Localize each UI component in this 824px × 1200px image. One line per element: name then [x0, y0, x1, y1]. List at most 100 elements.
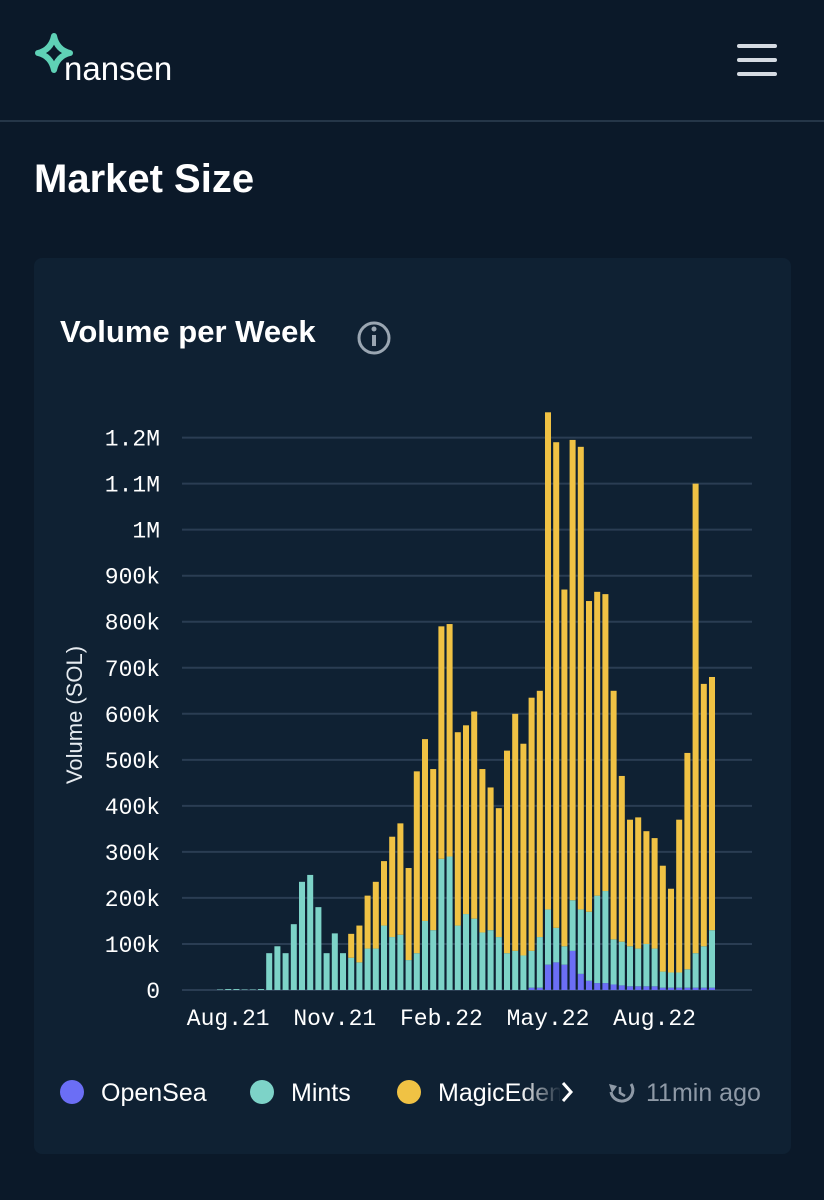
bar-segment	[356, 962, 363, 990]
bar-segment	[709, 930, 715, 988]
bar-segment	[651, 986, 658, 990]
bar-segment	[635, 986, 642, 990]
bar-segment	[364, 895, 371, 949]
bar-segment	[389, 836, 396, 938]
bar-segment	[676, 987, 683, 990]
bar-segment	[274, 946, 281, 990]
bar-segment	[635, 948, 642, 987]
bar-segment	[561, 946, 568, 965]
bar-segment	[577, 973, 584, 990]
bar-segment	[266, 953, 273, 990]
legend-next[interactable]	[561, 1082, 574, 1102]
bar-segment	[348, 957, 355, 990]
bar-segment	[569, 439, 576, 901]
bar-segment	[627, 986, 633, 990]
bar-segment	[651, 948, 658, 987]
refresh-arc	[609, 1083, 635, 1103]
y-tick-label: 300k	[105, 841, 160, 867]
bar-segment	[463, 914, 469, 990]
bar-segment	[430, 769, 437, 931]
legend-item[interactable]: MagicEden	[397, 1079, 563, 1107]
bar-segment	[659, 987, 666, 990]
bar-segment	[586, 601, 592, 912]
y-tick-label: 0	[146, 979, 160, 1005]
legend-swatch	[60, 1080, 84, 1104]
x-tick-label: Nov.21	[293, 1006, 376, 1032]
bar-segment	[479, 932, 486, 990]
bar-segment	[627, 946, 633, 987]
bar-segment	[479, 769, 486, 933]
menu-bar	[737, 72, 777, 76]
bar-segment	[422, 920, 428, 990]
logo-mark	[35, 33, 73, 73]
bar-segment	[381, 925, 387, 990]
bar-segment	[364, 948, 371, 990]
menu-bar	[737, 58, 777, 62]
bar-segment	[643, 831, 650, 944]
bar-segment	[586, 980, 592, 990]
bar-segment	[700, 987, 707, 990]
bar-segment	[405, 960, 412, 990]
bar-segment	[618, 775, 625, 942]
legend-swatch	[250, 1080, 274, 1104]
bar-segment	[602, 594, 609, 892]
bar-segment	[577, 909, 584, 974]
y-axis-title: Volume (SOL)	[62, 646, 87, 784]
bar-segment	[520, 955, 527, 990]
bar-segment	[659, 865, 666, 972]
bar-segment	[528, 950, 535, 988]
bar-segment	[422, 739, 428, 921]
bar-segment	[340, 953, 346, 990]
bar-segment	[487, 930, 494, 990]
bar-segment	[594, 895, 601, 984]
bar-segment	[692, 953, 699, 988]
bar-segment	[413, 771, 420, 954]
bar-segment	[602, 891, 609, 984]
bar-segment	[610, 690, 617, 940]
bar-segment	[700, 683, 707, 947]
bar-segment	[372, 948, 379, 990]
bar-segment	[709, 987, 715, 990]
bar-segment	[684, 987, 691, 990]
bar-segment	[438, 626, 445, 859]
bar-segment	[430, 930, 437, 990]
bar-segment	[643, 986, 650, 990]
bar-segment	[545, 412, 551, 910]
refresh-icon[interactable]	[609, 1083, 635, 1103]
bar-segment	[553, 442, 560, 928]
info-circle	[357, 321, 391, 355]
bar-segment	[504, 953, 510, 990]
info-icon[interactable]	[357, 321, 391, 355]
y-tick-label: 500k	[105, 749, 160, 775]
bar-segment	[536, 690, 543, 938]
legend-items: OpenSea Mints MagicEden	[60, 1079, 563, 1107]
legend-item[interactable]: Mints	[250, 1079, 351, 1107]
logo[interactable]: nansen	[35, 33, 172, 87]
y-tick-label: 1M	[132, 519, 160, 545]
bar-segment	[569, 950, 576, 990]
x-tick-label: Aug.22	[613, 1006, 696, 1032]
bar-segment	[307, 874, 314, 990]
bar-segment	[635, 817, 642, 949]
card	[34, 258, 791, 1154]
x-tick-label: Feb.22	[400, 1006, 483, 1032]
y-tick-label: 100k	[105, 933, 160, 959]
bar-segment	[512, 950, 519, 990]
legend-fade	[520, 1070, 562, 1115]
bar-segment	[512, 713, 519, 951]
bar-segment	[528, 697, 535, 951]
bar-segment	[225, 989, 232, 990]
menu-button[interactable]	[737, 44, 777, 76]
y-tick-label: 1.2M	[105, 427, 160, 453]
legend-item[interactable]: OpenSea	[60, 1079, 207, 1107]
bar-segment	[569, 900, 576, 951]
bar-segment	[684, 969, 691, 988]
bar-segment	[651, 838, 658, 949]
bar-segment	[463, 725, 469, 915]
bar-segment	[643, 943, 650, 987]
bar-segment	[676, 819, 683, 973]
bar-segment	[405, 868, 412, 961]
bar-segment	[323, 953, 330, 990]
